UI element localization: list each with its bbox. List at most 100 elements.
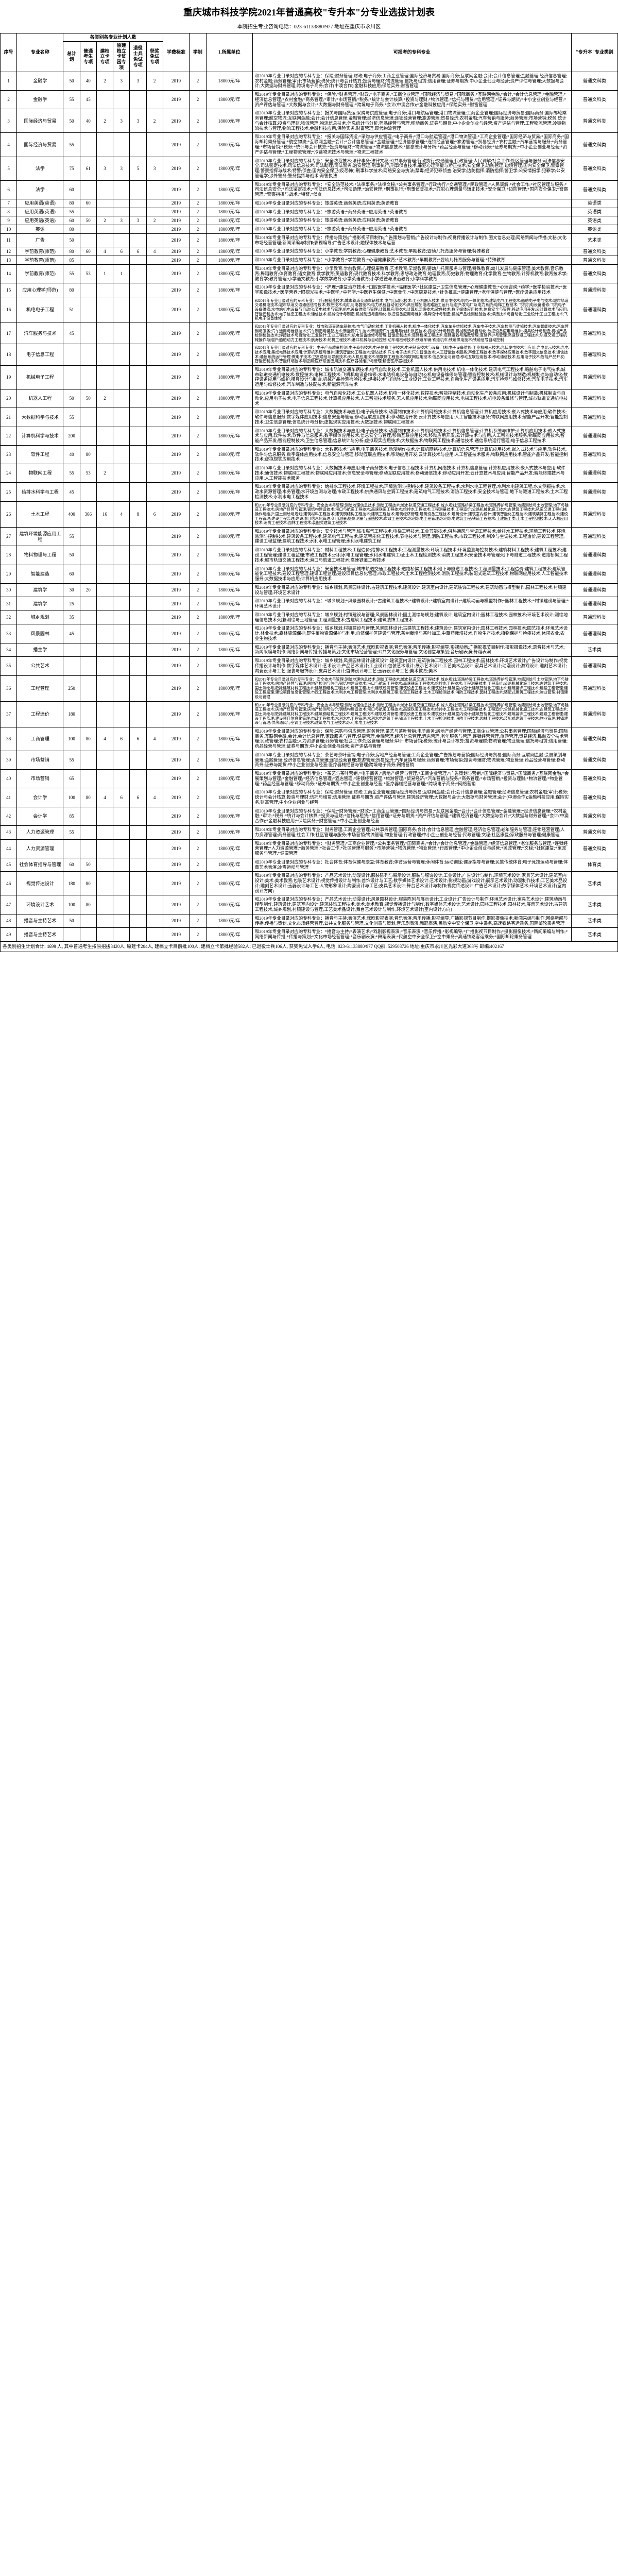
cell: 普通理科类 bbox=[571, 483, 617, 501]
table-row: 48播音与主持艺术502019218000元/年和2019年专业目录对应的专科专… bbox=[1, 914, 618, 928]
cell bbox=[146, 408, 163, 427]
cell: 普通理科类 bbox=[571, 597, 617, 611]
cell: 18000元/年 bbox=[206, 157, 252, 180]
cell bbox=[130, 583, 146, 597]
th-p1: 普通考生专项 bbox=[80, 41, 96, 72]
cell: 艺术类 bbox=[571, 895, 617, 914]
cell: 和2019年专业目录对应的专科专业：保险;财务管理;财政;电子商务;工商企业管理… bbox=[252, 72, 571, 90]
cell bbox=[96, 408, 113, 427]
cell: 2019 bbox=[163, 643, 190, 657]
table-row: 45社会体育指导与管理60502019218000元/年和2019年专业目录对应… bbox=[1, 858, 618, 872]
cell: 普通理科类 bbox=[571, 546, 617, 565]
cell bbox=[80, 701, 96, 727]
cell bbox=[96, 597, 113, 611]
cell: 和2019年专业目录对应的专科专业：旅游英语;商务英语;应用英语;英语教育 bbox=[252, 216, 571, 225]
cell bbox=[96, 225, 113, 234]
cell bbox=[80, 751, 96, 769]
cell bbox=[130, 565, 146, 583]
cell: 2 bbox=[190, 464, 206, 483]
cell bbox=[130, 283, 146, 297]
cell bbox=[146, 928, 163, 942]
cell: 2019 bbox=[163, 225, 190, 234]
cell: 10 bbox=[1, 225, 17, 234]
cell: 50 bbox=[80, 858, 96, 872]
cell: 4 bbox=[96, 788, 113, 807]
cell bbox=[96, 643, 113, 657]
cell bbox=[130, 180, 146, 199]
cell: 普通文科类 bbox=[571, 264, 617, 283]
cell: 6 bbox=[130, 788, 146, 807]
table-row: 24物联网工程555322019218000元/年和2019年专业目录对应的专科… bbox=[1, 464, 618, 483]
cell: 2 bbox=[190, 180, 206, 199]
cell: 和2019年专业目录对应的专科专业：大数据技术与应用;电子商务技术;动漫制作技术… bbox=[252, 427, 571, 445]
cell bbox=[130, 872, 146, 895]
cell bbox=[96, 91, 113, 109]
cell: 18000元/年 bbox=[206, 839, 252, 858]
cell bbox=[96, 283, 113, 297]
cell bbox=[146, 675, 163, 701]
cell: 55 bbox=[63, 208, 80, 216]
cell bbox=[113, 464, 130, 483]
cell bbox=[130, 611, 146, 624]
cell bbox=[80, 826, 96, 840]
cell: 100 bbox=[63, 727, 80, 751]
cell: 和2019年专业目录对应的专科专业：报关与国际货运;采购与供应管理;电子商务;港… bbox=[252, 109, 571, 133]
cell: 2 bbox=[190, 895, 206, 914]
cell bbox=[113, 344, 130, 366]
cell bbox=[96, 624, 113, 643]
table-row: 10英语802019218000元/年和2019年专业目录对应的专科专业：*旅游… bbox=[1, 225, 618, 234]
cell: 应用英语(英语) bbox=[17, 208, 63, 216]
cell bbox=[80, 256, 96, 265]
cell bbox=[130, 91, 146, 109]
cell: 英语类 bbox=[571, 216, 617, 225]
cell bbox=[146, 297, 163, 323]
cell: 2019 bbox=[163, 344, 190, 366]
cell: 18000元/年 bbox=[206, 72, 252, 90]
cell: 工商管理 bbox=[17, 727, 63, 751]
cell: 普通文科类 bbox=[571, 180, 617, 199]
cell: 3 bbox=[113, 216, 130, 225]
cell: 法学 bbox=[17, 157, 63, 180]
cell bbox=[146, 657, 163, 675]
cell: 软件工程 bbox=[17, 445, 63, 464]
cell: 18000元/年 bbox=[206, 583, 252, 597]
cell: 汽车服务与技术 bbox=[17, 323, 63, 344]
cell: 80 bbox=[63, 283, 80, 297]
cell bbox=[146, 365, 163, 389]
cell: 18000元/年 bbox=[206, 914, 252, 928]
cell: 180 bbox=[63, 872, 80, 895]
cell: 40 bbox=[1, 770, 17, 788]
cell: 2 bbox=[190, 701, 206, 727]
cell bbox=[146, 858, 163, 872]
cell: 2019 bbox=[163, 427, 190, 445]
cell bbox=[80, 283, 96, 297]
cell: 和2019年专业目录对应的专科专业：*小学教育;*学前教育;*心理健康教育;*艺… bbox=[252, 256, 571, 265]
cell bbox=[80, 914, 96, 928]
cell: 大数据科学与技术 bbox=[17, 408, 63, 427]
cell bbox=[146, 751, 163, 769]
cell bbox=[113, 583, 130, 597]
cell bbox=[96, 807, 113, 825]
cell bbox=[113, 527, 130, 546]
cell: 公共艺术 bbox=[17, 657, 63, 675]
cell: 2019 bbox=[163, 216, 190, 225]
cell: 和2019年专业目录对应的专科专业：电气自动化技术;工业机器人技术;机电一体化技… bbox=[252, 389, 571, 408]
cell: 18000元/年 bbox=[206, 807, 252, 825]
cell: 60 bbox=[63, 858, 80, 872]
cell: 2 bbox=[190, 858, 206, 872]
cell: 50 bbox=[80, 216, 96, 225]
cell: 51 bbox=[63, 297, 80, 323]
table-row: 12学前教育(师范)806046642019218000元/年和2019年专业目… bbox=[1, 247, 618, 256]
cell: 2019 bbox=[163, 365, 190, 389]
cell bbox=[130, 225, 146, 234]
cell: 14 bbox=[1, 264, 17, 283]
cell: 2 bbox=[190, 297, 206, 323]
cell: 55 bbox=[63, 91, 80, 109]
cell: 计算机科学与技术 bbox=[17, 427, 63, 445]
cell: 6 bbox=[113, 788, 130, 807]
cell: 普通文科类 bbox=[571, 157, 617, 180]
cell bbox=[146, 464, 163, 483]
cell: 普通理科类 bbox=[571, 675, 617, 701]
cell bbox=[96, 233, 113, 247]
cell: 人力资源管理 bbox=[17, 839, 63, 858]
